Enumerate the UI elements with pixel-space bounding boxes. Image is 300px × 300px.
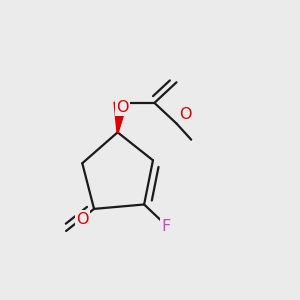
Text: F: F (162, 219, 171, 234)
Text: O: O (179, 107, 192, 122)
Text: O: O (116, 100, 128, 115)
Text: O: O (76, 212, 88, 227)
Polygon shape (114, 102, 127, 132)
